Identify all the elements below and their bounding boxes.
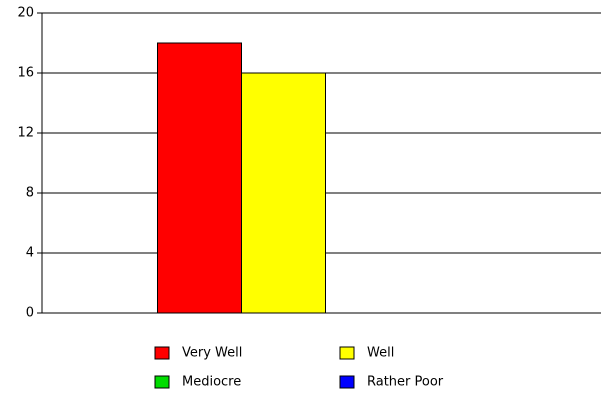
bar [157,42,242,314]
legend-label: Very Well [182,346,242,361]
bar [241,72,326,314]
legend-label: Well [367,346,394,361]
legend-swatch [154,346,170,360]
y-tick-label: 8 [26,186,34,201]
y-tick-label: 16 [17,66,34,81]
legend-swatch [339,346,355,360]
legend-label: Mediocre [182,375,241,390]
legend-label: Rather Poor [367,375,444,390]
y-tick-label: 0 [26,306,34,321]
legend-swatch [154,375,170,389]
legend-swatch [339,375,355,389]
y-tick-label: 12 [17,126,34,141]
y-tick-label: 20 [17,6,34,21]
y-tick-label: 4 [26,246,34,261]
